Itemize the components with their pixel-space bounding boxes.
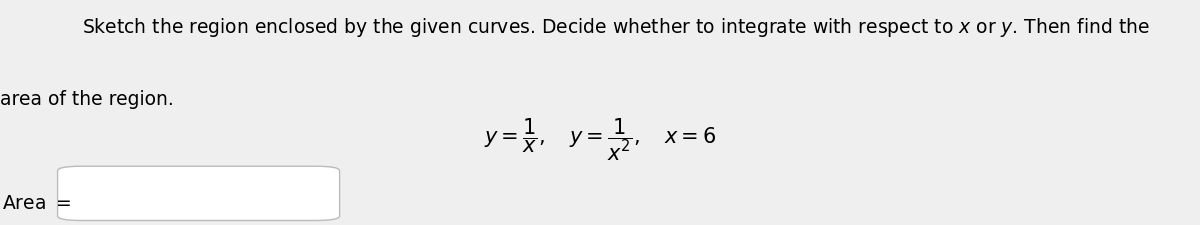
Text: area of the region.: area of the region. [0, 90, 174, 109]
Text: $y = \dfrac{1}{x}, \quad y = \dfrac{1}{x^2}, \quad x = 6$: $y = \dfrac{1}{x}, \quad y = \dfrac{1}{x… [484, 117, 716, 162]
Text: Sketch the region enclosed by the given curves. Decide whether to integrate with: Sketch the region enclosed by the given … [82, 16, 1150, 39]
Text: Area $=$: Area $=$ [2, 193, 71, 212]
FancyBboxPatch shape [58, 166, 340, 220]
